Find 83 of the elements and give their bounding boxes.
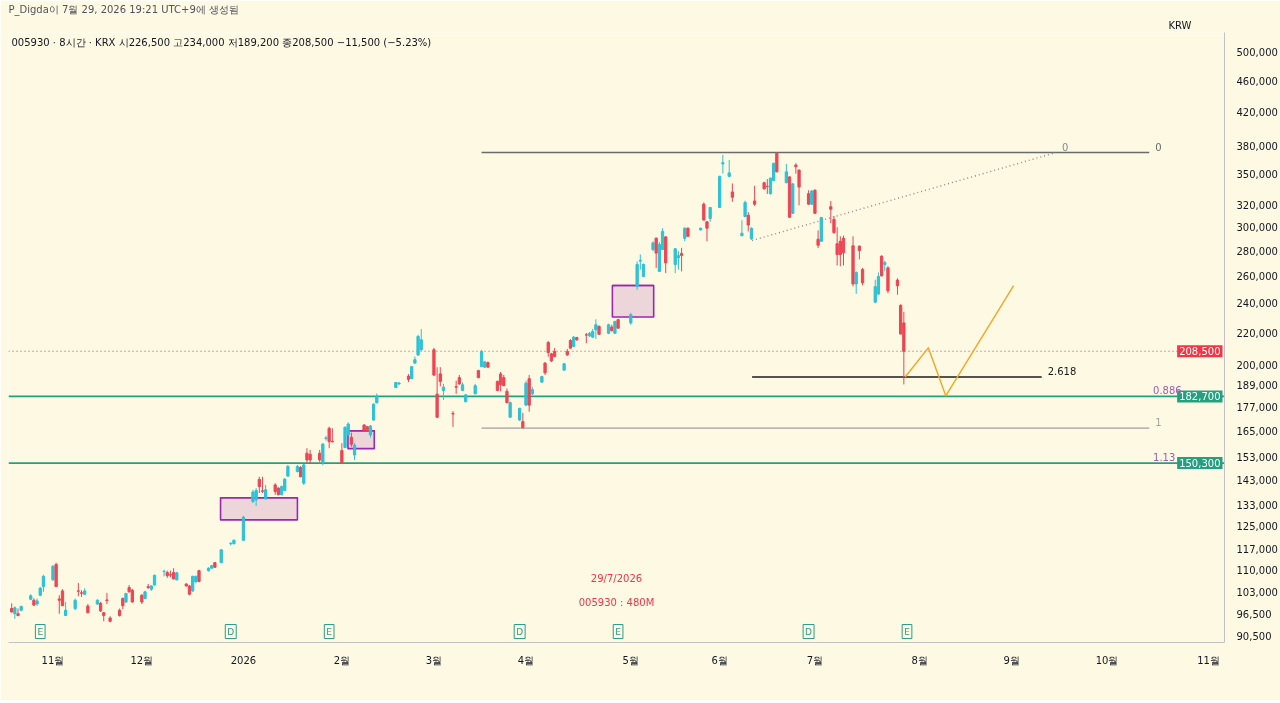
candlestick bbox=[419, 328, 423, 352]
candlestick bbox=[752, 185, 757, 207]
candlestick bbox=[854, 270, 858, 295]
y-tick-label: 125,000 bbox=[1236, 521, 1278, 533]
candlestick bbox=[308, 449, 312, 464]
y-axis-title: KRW bbox=[1168, 19, 1192, 31]
x-tick-label: 8월 bbox=[911, 654, 928, 666]
chart-subtitle: 005930 · 8시간 · KRX 시226,500 고234,000 저189,200 종208,500 −11,500 (−5.23%) bbox=[11, 36, 432, 48]
y-tick-label: 110,000 bbox=[1236, 564, 1278, 576]
ref-line-label: 208,500 bbox=[1179, 346, 1221, 358]
annotation: E bbox=[326, 626, 333, 637]
candlestick bbox=[841, 235, 846, 266]
y-tick-label: 320,000 bbox=[1236, 199, 1278, 211]
y-tick-label: 189,000 bbox=[1236, 379, 1278, 391]
y-tick-label: 90,500 bbox=[1236, 631, 1272, 643]
candlestick bbox=[105, 592, 109, 605]
candlestick bbox=[886, 265, 890, 294]
candlestick bbox=[524, 380, 528, 407]
candlestick bbox=[327, 426, 331, 449]
x-tick-label: 11월 bbox=[1197, 654, 1220, 666]
series-label: 0 bbox=[1061, 141, 1069, 153]
line-series bbox=[904, 285, 1015, 397]
x-tick-label: 10월 bbox=[1095, 654, 1119, 666]
x-tick-label: 2026 bbox=[230, 654, 257, 666]
x-tick-label: 6월 bbox=[711, 654, 728, 666]
candlestick bbox=[305, 447, 309, 464]
x-tick-label: 12월 bbox=[130, 654, 154, 666]
x-tick-label: 5월 bbox=[622, 654, 639, 666]
candlestick bbox=[340, 442, 344, 464]
y-tick-label: 117,000 bbox=[1236, 543, 1278, 555]
y-tick-label: 460,000 bbox=[1236, 75, 1278, 87]
x-tick-label: 9월 bbox=[1003, 654, 1020, 666]
text: 0 bbox=[1155, 141, 1162, 153]
candlestick bbox=[740, 219, 744, 237]
annotation: 005930 : 480M bbox=[578, 597, 655, 609]
candlestick bbox=[679, 247, 684, 272]
candlestick bbox=[16, 608, 20, 617]
annotation: D bbox=[227, 626, 235, 637]
candlestick bbox=[57, 594, 61, 615]
y-tick-label: 280,000 bbox=[1236, 245, 1278, 257]
chart-title: P_Digda이 7월 29, 2026 19:21 UTC+9에 생성됨 bbox=[8, 3, 240, 16]
candlestick bbox=[816, 229, 820, 249]
y-tick-label: 240,000 bbox=[1236, 298, 1278, 310]
y-tick-label: 300,000 bbox=[1236, 221, 1278, 233]
candlestick bbox=[676, 250, 681, 271]
y-tick-label: 103,000 bbox=[1236, 587, 1278, 599]
x-tick-label: 7월 bbox=[806, 654, 824, 666]
y-tick-label: 143,000 bbox=[1236, 475, 1278, 487]
x-tick-label: 2월 bbox=[333, 654, 351, 666]
y-tick-label: 420,000 bbox=[1236, 106, 1278, 118]
x-tick-label: 3월 bbox=[425, 654, 443, 666]
y-tick-label: 165,000 bbox=[1236, 426, 1278, 438]
annotation: 0.886 bbox=[1153, 385, 1182, 397]
y-tick-label: 153,000 bbox=[1236, 452, 1278, 463]
candlestick bbox=[324, 435, 328, 442]
y-tick-label: 500,000 bbox=[1236, 47, 1278, 59]
candlestick bbox=[673, 247, 677, 274]
x-tick-label: 4월 bbox=[517, 654, 535, 666]
annotation: 29/7/2026 bbox=[590, 572, 643, 584]
annotation: 1.13 bbox=[1153, 452, 1176, 464]
ref-line-label: 150,300 bbox=[1179, 458, 1221, 470]
candlestick bbox=[241, 515, 246, 542]
ref-line-label: 182,700 bbox=[1179, 391, 1221, 403]
annotation: E bbox=[904, 626, 911, 637]
y-tick-label: 133,000 bbox=[1236, 499, 1278, 511]
y-tick-label: 220,000 bbox=[1236, 327, 1278, 339]
series-label: 2.618 bbox=[1047, 365, 1077, 377]
candlestick bbox=[730, 182, 735, 203]
y-tick-label: 380,000 bbox=[1236, 141, 1278, 153]
y-tick-label: 96,500 bbox=[1236, 609, 1272, 621]
annotation: E bbox=[615, 626, 622, 637]
annotation: D bbox=[805, 626, 813, 637]
candlestick bbox=[721, 154, 725, 174]
y-tick-label: 260,000 bbox=[1236, 270, 1278, 282]
annotation: E bbox=[37, 626, 44, 637]
y-tick-label: 177,000 bbox=[1236, 402, 1278, 414]
series-label: 1 bbox=[1155, 417, 1162, 429]
candlestick bbox=[451, 410, 455, 428]
y-tick-label: 200,000 bbox=[1236, 360, 1278, 372]
candlestick bbox=[746, 211, 750, 233]
x-tick-label: 11월 bbox=[41, 654, 65, 666]
y-tick-label: 350,000 bbox=[1236, 169, 1278, 181]
annotation: D bbox=[516, 626, 524, 637]
